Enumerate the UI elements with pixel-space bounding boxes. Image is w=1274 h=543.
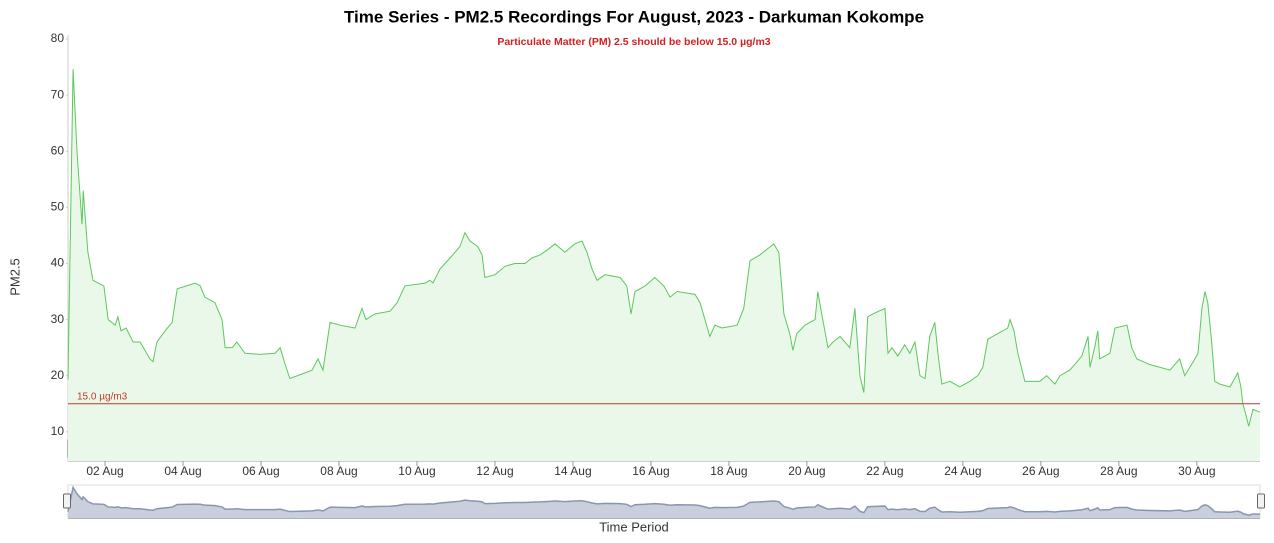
y-tick-label: 10 (51, 424, 65, 438)
x-tick-label: 26 Aug (1022, 464, 1059, 478)
x-tick-label: 12 Aug (476, 464, 513, 478)
chart-title: Time Series - PM2.5 Recordings For Augus… (344, 7, 924, 26)
x-tick-label: 06 Aug (242, 464, 279, 478)
x-tick-label: 02 Aug (86, 464, 123, 478)
series-area (68, 69, 1260, 461)
x-tick-label: 10 Aug (398, 464, 435, 478)
x-tick-label: 20 Aug (788, 464, 825, 478)
x-tick-label: 28 Aug (1100, 464, 1137, 478)
x-tick-label: 22 Aug (866, 464, 903, 478)
x-tick-label: 18 Aug (710, 464, 747, 478)
x-tick-label: 30 Aug (1178, 464, 1215, 478)
x-tick-label: 08 Aug (320, 464, 357, 478)
x-axis-label: Time Period (599, 519, 669, 534)
y-tick-label: 20 (51, 368, 65, 382)
series-line (67, 69, 1261, 427)
navigator-area (68, 487, 1260, 518)
y-tick-label: 50 (51, 200, 65, 214)
y-tick-label: 70 (51, 87, 65, 101)
y-tick-label: 80 (51, 31, 65, 45)
y-axis-label: PM2.5 (7, 258, 22, 296)
y-tick-label: 40 (51, 256, 65, 270)
x-tick-label: 04 Aug (164, 464, 201, 478)
navigator-handle[interactable] (1257, 493, 1265, 509)
x-tick-label: 24 Aug (944, 464, 981, 478)
navigator-handle[interactable] (63, 493, 71, 509)
x-tick-label: 14 Aug (554, 464, 591, 478)
y-tick-label: 30 (51, 312, 65, 326)
chart-subtitle: Particulate Matter (PM) 2.5 should be be… (497, 36, 770, 48)
reference-label: 15.0 µg/m3 (77, 391, 128, 402)
x-tick-label: 16 Aug (632, 464, 669, 478)
navigator-line (67, 485, 1261, 517)
y-tick-label: 60 (51, 143, 65, 157)
